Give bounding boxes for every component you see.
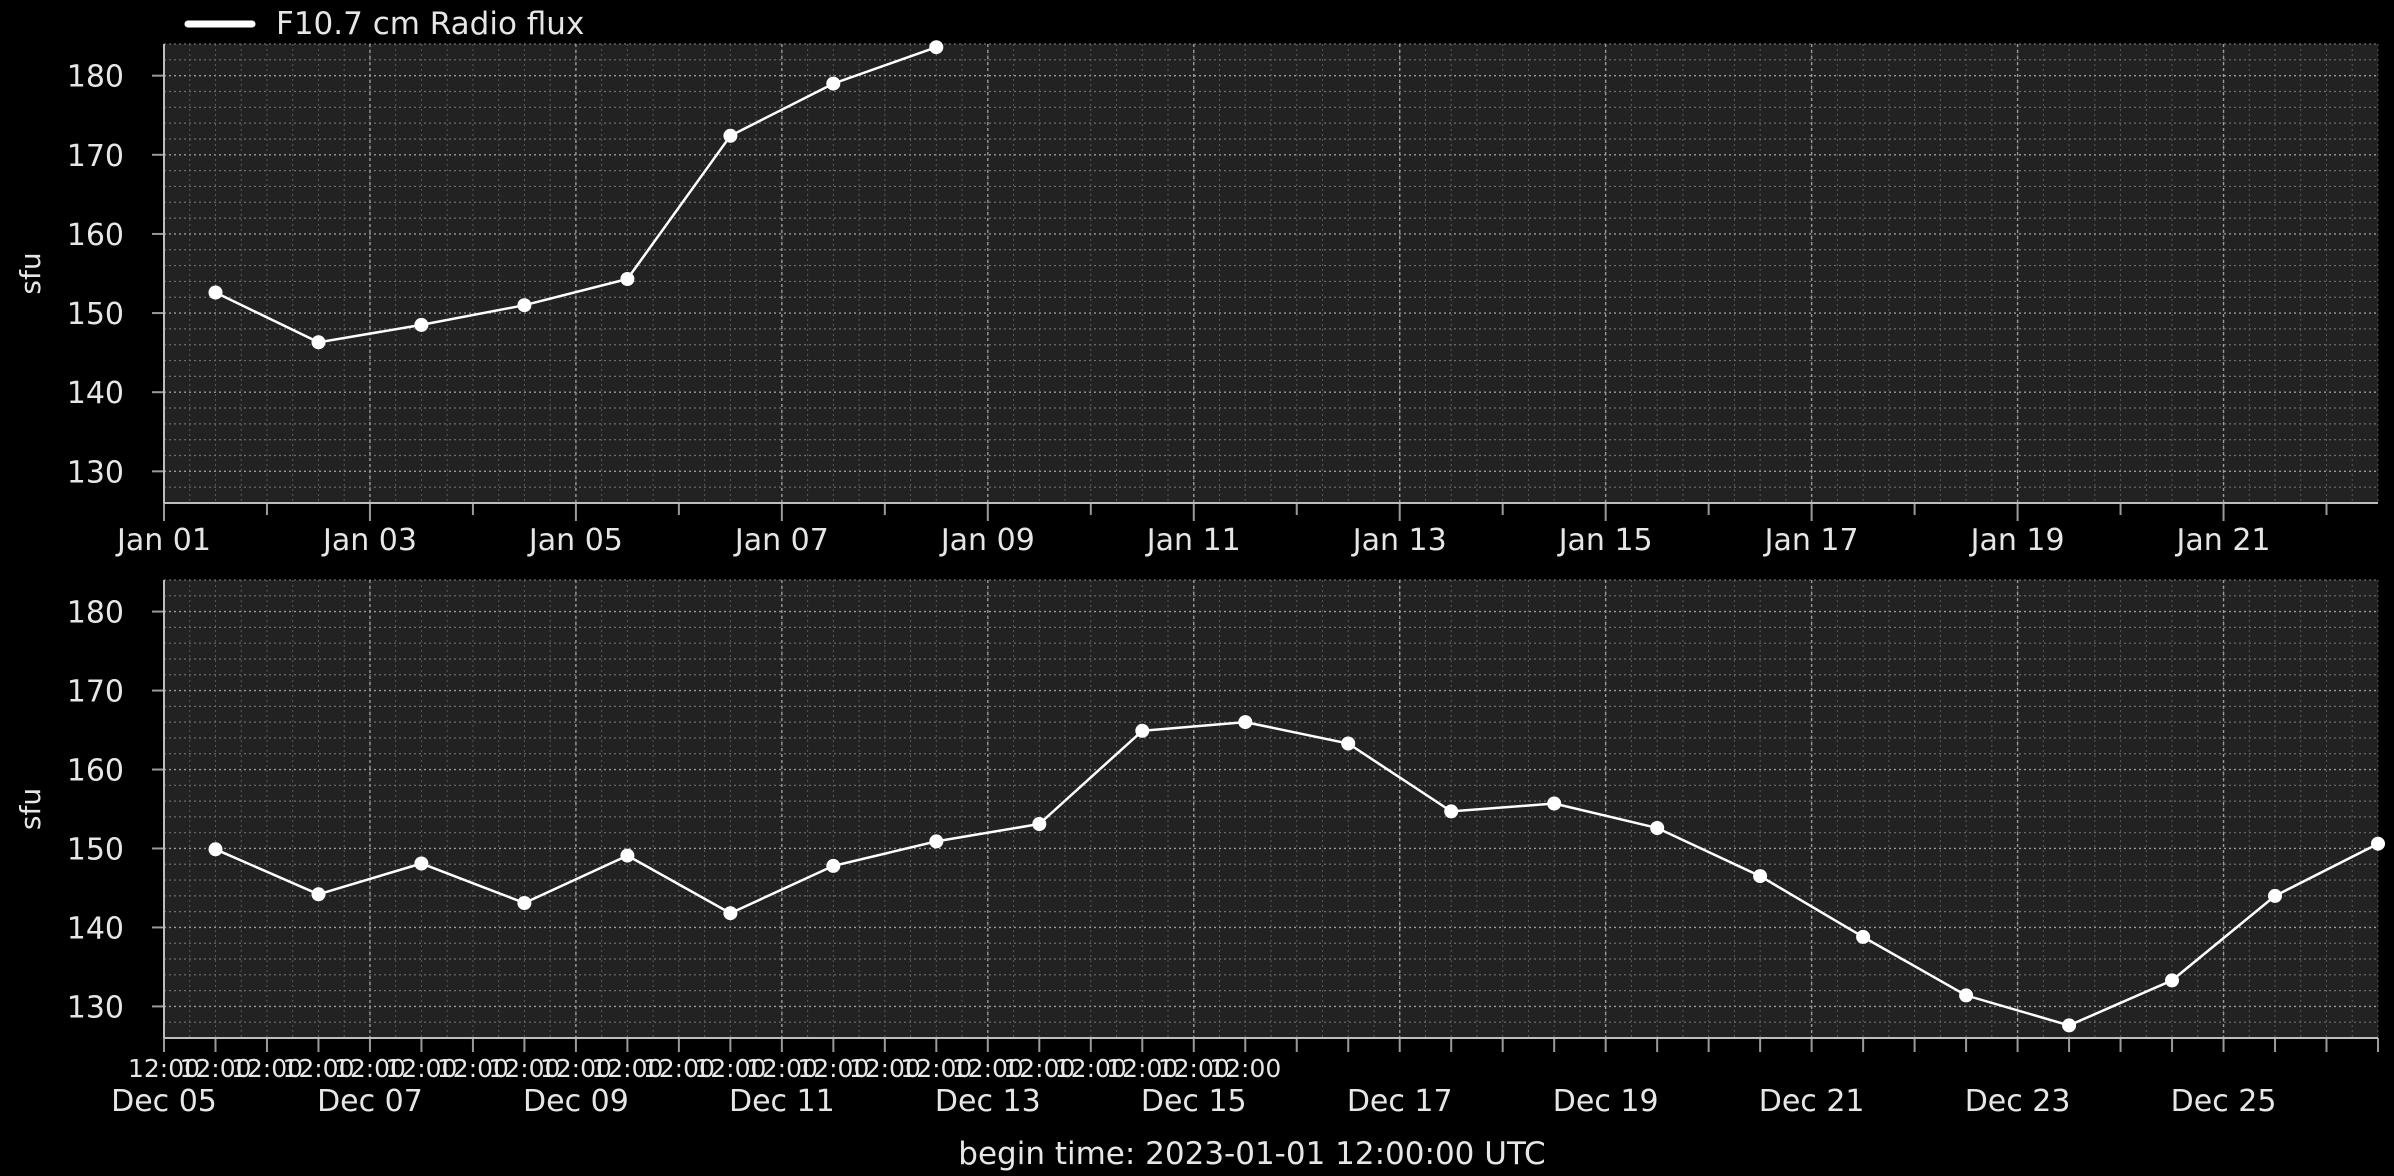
data-point <box>1547 796 1562 811</box>
x-tick-label: Jan 15 <box>1557 523 1653 558</box>
data-point <box>208 285 223 300</box>
x-date-label: Dec 25 <box>2171 1084 2277 1119</box>
y-tick-label: 130 <box>67 455 124 490</box>
y-axis-label: sfu <box>14 788 47 830</box>
legend-label: F10.7 cm Radio flux <box>276 6 584 42</box>
plot-area <box>164 580 2378 1038</box>
data-point <box>2371 836 2385 851</box>
x-tick-label: 12:00 <box>900 1054 972 1083</box>
x-tick-label: 12:00 <box>746 1054 818 1083</box>
y-tick-label: 150 <box>67 297 124 332</box>
x-tick-label: 12:00 <box>797 1054 869 1083</box>
y-tick-label: 150 <box>67 832 124 867</box>
y-tick-label: 170 <box>67 139 124 174</box>
x-tick-label: Jan 09 <box>939 523 1035 558</box>
x-tick-label: 12:00 <box>488 1054 560 1083</box>
x-tick-label: 12:00 <box>591 1054 663 1083</box>
x-tick-label: Jan 11 <box>1145 523 1241 558</box>
y-axis-label: sfu <box>14 252 47 294</box>
x-date-label: Dec 21 <box>1759 1084 1865 1119</box>
x-tick-label: 12:00 <box>179 1054 251 1083</box>
x-date-label: Dec 19 <box>1553 1084 1659 1119</box>
data-point <box>1959 988 1974 1003</box>
x-date-label: Dec 15 <box>1141 1084 1247 1119</box>
x-date-label: Dec 17 <box>1347 1084 1453 1119</box>
x-tick-label: 12:00 <box>385 1054 457 1083</box>
data-point <box>826 76 841 91</box>
x-tick-label: 12:00 <box>1158 1054 1230 1083</box>
data-point <box>1341 736 1356 751</box>
data-point <box>1650 821 1665 835</box>
x-tick-label: Jan 07 <box>733 523 829 558</box>
data-point <box>2062 1018 2077 1033</box>
panel-top: Jan 01 Jan 03 Jan 05 Jan 07 Jan 09 Jan 11 Jan … <box>14 40 2379 558</box>
x-date-label: Dec 23 <box>1965 1084 2071 1119</box>
data-point <box>517 896 532 910</box>
y-tick-label: 140 <box>67 911 124 946</box>
data-point <box>1238 715 1253 730</box>
data-point <box>826 858 841 873</box>
data-point <box>620 272 635 286</box>
x-tick-label: Jan 01 <box>115 523 211 558</box>
data-point <box>414 317 429 332</box>
data-point <box>208 842 223 857</box>
data-point <box>929 40 944 55</box>
x-tick-label: 12:00 <box>282 1054 354 1083</box>
y-tick-label: 180 <box>67 596 124 631</box>
x-date-label: Dec 13 <box>935 1084 1041 1119</box>
y-tick-label: 180 <box>67 60 124 95</box>
data-point <box>2268 888 2282 903</box>
x-tick-label: Jan 13 <box>1351 523 1447 558</box>
data-point <box>1135 723 1150 738</box>
data-point <box>311 335 326 350</box>
data-point <box>723 906 738 921</box>
x-tick-label: 12:00 <box>1055 1054 1127 1083</box>
x-tick-label: 12:00 <box>643 1054 715 1083</box>
legend: F10.7 cm Radio flux <box>184 6 584 42</box>
begin-time-label: begin time: 2023-01-01 12:00:00 UTC <box>958 1136 1545 1171</box>
x-tick-label: 12:00 <box>437 1054 509 1083</box>
series-line <box>214 46 937 344</box>
data-point <box>311 887 326 902</box>
x-tick-label: 12:00 <box>1209 1054 1281 1083</box>
data-point <box>723 128 738 143</box>
data-point <box>1444 804 1459 819</box>
data-point <box>1032 817 1047 831</box>
data-point <box>1753 869 1768 884</box>
data-point <box>517 298 532 313</box>
x-tick-label: 12:00 <box>849 1054 921 1083</box>
x-tick-label: 12:00 <box>540 1054 612 1083</box>
data-point <box>620 848 635 863</box>
y-tick-label: 130 <box>67 990 124 1025</box>
y-tick-label: 140 <box>67 376 124 411</box>
x-tick-label: 12:00 <box>1106 1054 1178 1083</box>
data-point <box>2165 973 2179 988</box>
data-point <box>414 856 429 871</box>
x-tick-label: Jan 03 <box>321 523 417 558</box>
x-tick-label: 12:00 <box>1003 1054 1075 1083</box>
data-point <box>1856 929 1871 944</box>
x-tick-label: Jan 05 <box>527 523 623 558</box>
x-tick-label: Jan 19 <box>1969 523 2065 558</box>
y-tick-label: 170 <box>67 675 124 710</box>
x-date-label: Dec 11 <box>729 1084 835 1119</box>
x-tick-label: Jan 21 <box>2175 523 2271 558</box>
x-tick-label: Jan 17 <box>1763 523 1859 558</box>
data-point <box>929 834 944 849</box>
y-tick-label: 160 <box>67 218 124 253</box>
x-date-label: Dec 09 <box>523 1084 629 1119</box>
x-tick-label: 12:00 <box>334 1054 406 1083</box>
x-tick-label: 12:00 <box>694 1054 766 1083</box>
series-line <box>214 720 2379 1027</box>
x-tick-label: 12:00 <box>231 1054 303 1083</box>
x-date-label: Dec 05 <box>111 1084 217 1119</box>
x-tick-label: 12:00 <box>952 1054 1024 1083</box>
y-tick-label: 160 <box>67 754 124 789</box>
x-date-label: Dec 07 <box>317 1084 423 1119</box>
x-tick-label: 12:00 <box>128 1054 200 1083</box>
